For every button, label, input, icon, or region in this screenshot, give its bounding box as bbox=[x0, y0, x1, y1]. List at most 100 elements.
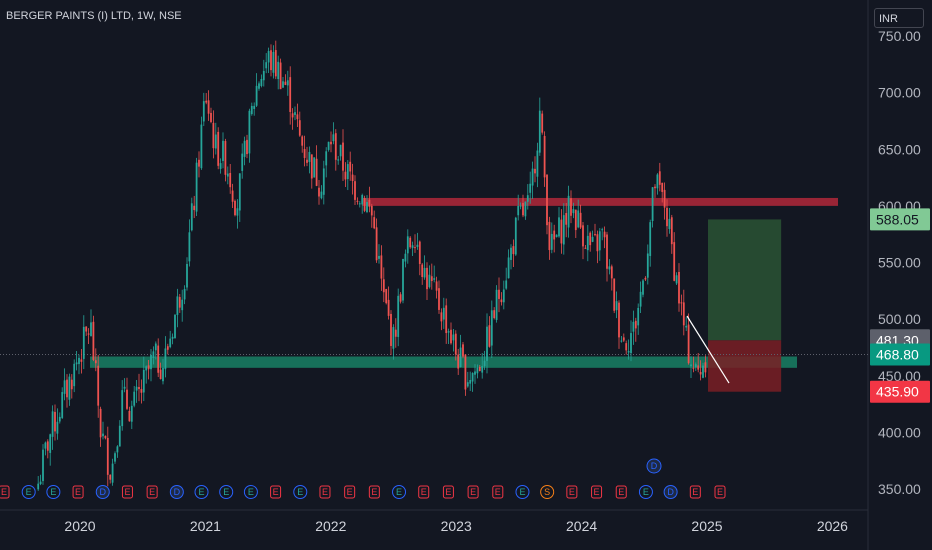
y-tick-label: 500.00 bbox=[878, 311, 921, 327]
dividend-marker bbox=[646, 458, 662, 474]
candle-body bbox=[279, 62, 282, 90]
candle-body bbox=[558, 217, 560, 237]
split-marker bbox=[540, 485, 555, 499]
event-marker-label: S bbox=[544, 487, 550, 497]
candle-body bbox=[622, 337, 625, 341]
earnings-marker bbox=[591, 485, 603, 499]
candle-body bbox=[514, 217, 517, 255]
candle-body bbox=[447, 331, 450, 333]
candle-body bbox=[397, 295, 400, 337]
y-tick-label: 450.00 bbox=[878, 368, 921, 384]
candle-body bbox=[378, 255, 380, 259]
candle-body bbox=[90, 322, 92, 337]
candle-body bbox=[421, 264, 424, 277]
candle-body bbox=[54, 411, 56, 432]
candle-body bbox=[459, 347, 462, 367]
candle-body bbox=[594, 234, 596, 236]
candle-body bbox=[697, 365, 700, 370]
candle-body bbox=[102, 433, 104, 437]
candle-body bbox=[522, 203, 524, 216]
candle-body bbox=[106, 437, 109, 475]
candle-body bbox=[195, 162, 198, 212]
candle-body bbox=[416, 244, 419, 247]
candle-body bbox=[286, 80, 289, 86]
candle-body bbox=[500, 299, 503, 303]
candle-body bbox=[488, 325, 491, 347]
x-tick-label: 2021 bbox=[190, 518, 221, 534]
candle-body bbox=[646, 253, 649, 278]
candle-body bbox=[373, 217, 376, 229]
candle-body bbox=[474, 371, 476, 375]
candle-body bbox=[42, 449, 44, 482]
candle-body bbox=[584, 247, 587, 249]
event-marker-label: D bbox=[667, 487, 674, 497]
event-marker-label: E bbox=[643, 487, 649, 497]
candle-body bbox=[73, 363, 76, 387]
event-marker-label: E bbox=[470, 487, 476, 497]
candle-body bbox=[625, 343, 628, 351]
event-marker-label: E bbox=[396, 487, 402, 497]
candle-body bbox=[128, 410, 131, 422]
candle-body bbox=[462, 344, 464, 357]
currency-selector[interactable]: INR bbox=[874, 8, 924, 28]
price-label-text: 435.90 bbox=[876, 384, 919, 400]
candle-body bbox=[157, 345, 160, 373]
candle-body bbox=[428, 274, 431, 288]
earnings-marker bbox=[566, 485, 578, 499]
candle-body bbox=[253, 105, 256, 109]
candle-body bbox=[198, 159, 200, 167]
candle-body bbox=[478, 366, 481, 372]
candle-body bbox=[572, 209, 575, 214]
event-marker-label: E bbox=[371, 487, 377, 497]
candle-body bbox=[118, 425, 121, 447]
candle-body bbox=[272, 51, 275, 73]
x-tick-label: 2025 bbox=[691, 518, 722, 534]
candle-body bbox=[142, 370, 145, 393]
candle-body bbox=[399, 294, 402, 302]
candle-body bbox=[200, 124, 203, 169]
candle-body bbox=[193, 205, 196, 211]
candle-body bbox=[649, 222, 652, 256]
candle-body bbox=[104, 435, 107, 439]
candle-body bbox=[243, 140, 246, 157]
earnings-marker bbox=[492, 485, 504, 499]
candle-body bbox=[411, 245, 414, 248]
x-tick-label: 2020 bbox=[64, 518, 95, 534]
candle-body bbox=[512, 246, 515, 255]
candle-body bbox=[322, 168, 325, 195]
candle-body bbox=[138, 387, 140, 390]
candle-body bbox=[92, 321, 95, 360]
candle-body bbox=[109, 474, 112, 480]
x-tick-label: 2022 bbox=[315, 518, 346, 534]
candle-body bbox=[546, 174, 548, 226]
candle-body bbox=[404, 253, 407, 262]
candle-body bbox=[306, 159, 308, 163]
event-marker-label: E bbox=[1, 487, 7, 497]
candle-body bbox=[596, 234, 599, 252]
candle-body bbox=[382, 279, 385, 293]
candle-body bbox=[601, 229, 604, 231]
candle-body bbox=[495, 289, 498, 320]
candle-body bbox=[606, 234, 608, 269]
candle-body bbox=[234, 200, 236, 216]
candle-body bbox=[618, 302, 620, 338]
candle-body bbox=[78, 357, 80, 365]
event-marker-label: E bbox=[717, 487, 723, 497]
candle-body bbox=[426, 267, 428, 290]
candle-body bbox=[524, 201, 527, 217]
candle-body bbox=[464, 354, 467, 390]
candle-body bbox=[639, 291, 642, 307]
candle-body bbox=[699, 371, 702, 375]
candle-body bbox=[354, 181, 356, 200]
candle-body bbox=[66, 379, 68, 398]
candle-body bbox=[265, 62, 268, 69]
event-marker-label: E bbox=[569, 487, 575, 497]
target-zone bbox=[708, 219, 782, 341]
candle-body bbox=[303, 149, 306, 158]
candle-body bbox=[591, 236, 594, 242]
earnings-marker bbox=[442, 485, 454, 499]
candle-body bbox=[296, 114, 299, 120]
candle-body bbox=[222, 140, 224, 161]
candle-body bbox=[481, 366, 484, 373]
